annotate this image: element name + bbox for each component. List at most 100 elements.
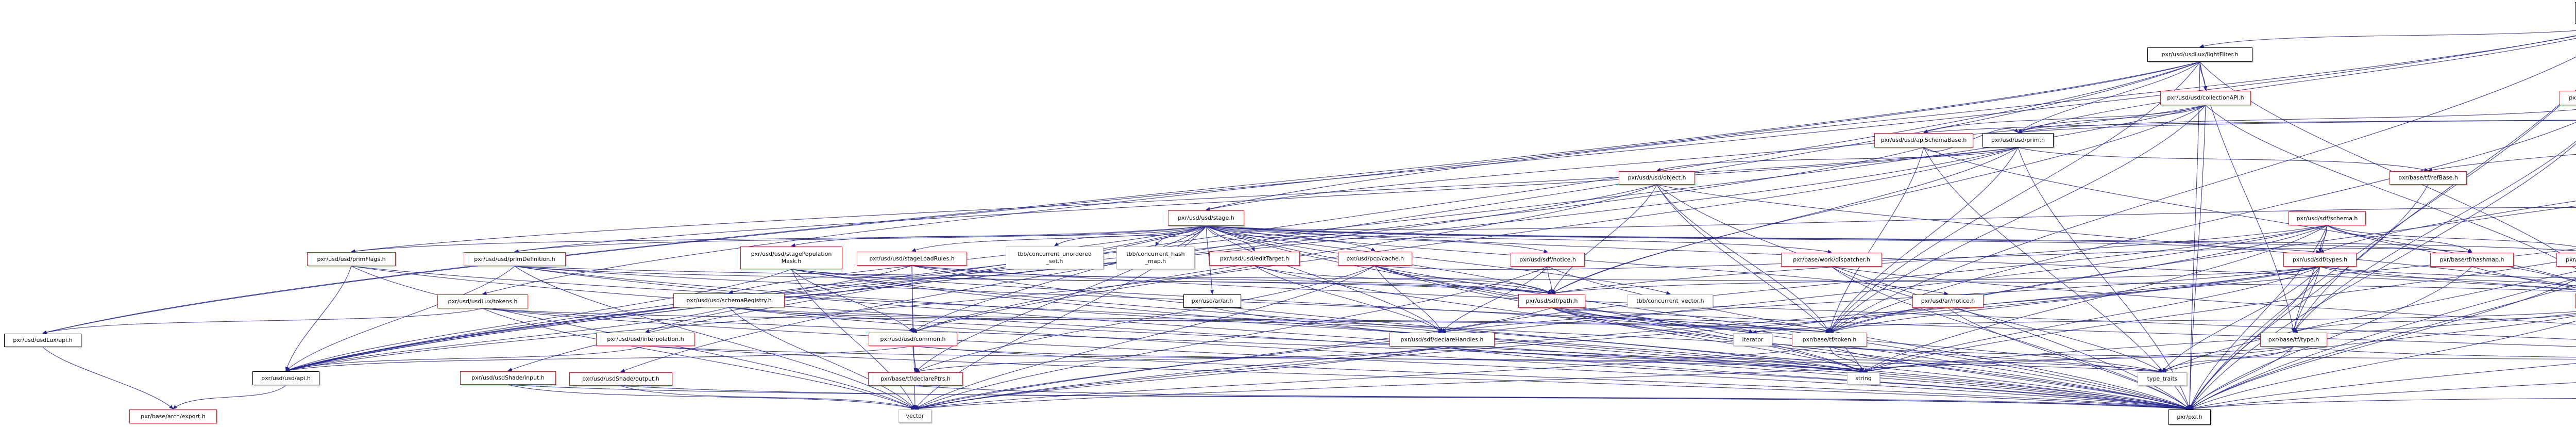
graph-node-declareHandles[interactable]: pxr/usd/sdf/declareHandles.h	[1389, 333, 1495, 347]
include-edge-trace-pxrH	[2189, 285, 2576, 409]
graph-node-iterator: iterator	[1733, 333, 1772, 346]
graph-node-workDispatcher[interactable]: pxr/base/work/dispatcher.h	[1781, 253, 1882, 267]
include-edge-stage-workDispatcher	[1206, 225, 1832, 254]
include-edge-sdfNotice-vector	[914, 266, 1548, 409]
graph-node-object[interactable]: pxr/usd/usd/object.h	[1619, 171, 1695, 185]
include-edge-sdfSchema-sdfPath	[1551, 225, 2328, 295]
include-edge-trace-vector	[914, 248, 2576, 410]
include-edge-nodeDefAPI-refBase	[2428, 154, 2576, 172]
graph-node-refBase[interactable]: pxr/base/tf/refBase.h	[2389, 171, 2467, 185]
graph-node-sdfPath[interactable]: pxr/usd/sdf/path.h	[1518, 294, 1585, 308]
include-edge-nodeDefAPI-prim	[2018, 120, 2576, 134]
graph-node-arAr[interactable]: pxr/usd/ar/ar.h	[1183, 294, 1241, 308]
include-edge-stage-sdfNotice	[1206, 225, 1548, 253]
graph-node-pxrH[interactable]: pxr/pxr.h	[2168, 409, 2211, 425]
include-edge-collectionAPI-tfToken	[1829, 105, 2206, 333]
graph-node-editTarget[interactable]: pxr/usd/usd/editTarget.h	[1209, 252, 1300, 266]
graph-node-stdString: string	[1847, 372, 1880, 385]
include-edge-vtValue-pxrH	[2189, 320, 2576, 409]
include-edge-workDispatcher-pxrH	[1831, 266, 2190, 409]
include-edge-sdfSchema-sdfTypes	[2318, 225, 2328, 253]
include-edge-interpolation-usdApi	[285, 346, 646, 372]
graph-node-vector: vector	[899, 409, 931, 423]
include-edge-sdfPath-pxrH	[1551, 307, 2190, 410]
graph-node-stageLoadRules[interactable]: pxr/usd/usd/stageLoadRules.h	[857, 252, 967, 266]
include-edge-sdfTypes-vector	[914, 266, 2320, 410]
graph-node-pcpCache[interactable]: pxr/usd/pcp/cache.h	[1338, 252, 1412, 266]
include-edge-xformable-prim	[2018, 109, 2576, 134]
include-edge-apiSchemaBase-usdApi	[285, 147, 1924, 372]
include-edge-stage-tfHashmap	[1206, 225, 2472, 254]
graph-node-usdCommon[interactable]: pxr/usd/usd/common.h	[869, 333, 957, 346]
include-edge-schemaRegistry-pxrH	[728, 307, 2190, 410]
graph-node-luxTokens[interactable]: pxr/usd/usdLux/tokens.h	[437, 294, 528, 308]
include-edge-object-usdApi	[285, 184, 1657, 372]
graph-node-tfToken[interactable]: pxr/base/tf/token.h	[1792, 333, 1867, 347]
graph-node-stage[interactable]: pxr/usd/usd/stage.h	[1168, 210, 1244, 226]
include-edge-interpolation-pxrH	[645, 346, 2190, 410]
graph-node-apiSchemaBase[interactable]: pxr/usd/usd/apiSchemaBase.h	[1874, 133, 1973, 147]
include-edge-pcpCache-pxrH	[1375, 265, 2190, 409]
include-edge-declarePtrs-pxrH	[915, 385, 2190, 411]
include-edge-shadeInput-vector	[507, 384, 916, 410]
include-edge-apiSchemaBase-tfToken	[1828, 147, 1924, 333]
include-edge-editTarget-usdApi	[285, 265, 1255, 372]
include-edge-tfHash-pxrH	[2189, 398, 2576, 410]
graph-node-collectionAPI[interactable]: pxr/usd/usd/collectionAPI.h	[2160, 91, 2251, 105]
include-edge-sdfTypes-typeTraits	[2162, 266, 2320, 372]
graph-node-xformable[interactable]: pxr/usd/usdGeom/xformable.h	[2560, 91, 2576, 105]
include-edge-sdfNotice-declareHandles	[1442, 266, 1548, 333]
include-edge-tfType-pxrH	[2189, 346, 2294, 409]
graph-node-luxApi[interactable]: pxr/usd/usdLux/api.h	[4, 334, 81, 347]
include-edge-sdfSchema-tfWeakBase	[2327, 225, 2576, 247]
include-edge-prim-sdfPath	[1551, 147, 2019, 294]
include-edge-stageLoadRules-usdApi	[285, 265, 912, 372]
include-edge-sdfTypes-gfVec3d	[2319, 266, 2576, 290]
include-edge-stage-declareHandles	[1206, 225, 1443, 333]
include-edge-tfHashmap-pxrH	[2189, 266, 2472, 409]
include-edge-sdfPath-tfToken	[1551, 307, 1830, 333]
include-edge-trace-typeTraits	[2162, 271, 2576, 372]
graph-node-tbbSet: tbb/concurrent_unordered _set.h	[1006, 247, 1104, 269]
include-edge-stage-tbbVector	[1206, 225, 1671, 295]
graph-node-typeTraits: type_traits	[2138, 372, 2187, 386]
graph-node-primDefinition[interactable]: pxr/usd/usd/primDefinition.h	[464, 252, 566, 266]
graph-node-primFlags[interactable]: pxr/usd/usd/primFlags.h	[307, 252, 396, 266]
graph-node-arNotice[interactable]: pxr/usd/ar/notice.h	[1912, 294, 1984, 308]
include-edge-sdfSchema-vector	[914, 225, 2328, 410]
graph-node-sdfTypes[interactable]: pxr/usd/sdf/types.h	[2283, 253, 2357, 267]
graph-node-interpolation[interactable]: pxr/usd/usd/interpolation.h	[596, 333, 695, 346]
graph-node-tfHashmap[interactable]: pxr/base/tf/hashmap.h	[2430, 253, 2514, 267]
include-edge-tfToken-stdString	[1829, 346, 1864, 372]
graph-node-tfType[interactable]: pxr/base/tf/type.h	[2260, 333, 2327, 347]
include-edge-declareHandles-vector	[914, 346, 1443, 410]
include-edge-prim-primDefinition	[514, 147, 2019, 253]
include-edge-stage-sdfTypes	[1206, 225, 2320, 254]
graph-node-stagePopMask[interactable]: pxr/usd/usd/stagePopulation Mask.h	[740, 247, 842, 269]
include-edge-gfVec3d-pxrH	[2189, 382, 2576, 410]
include-edge-shadeOutput-pxrH	[620, 385, 2190, 411]
include-edge-tfToken-vector	[914, 346, 1830, 410]
include-edge-root-lightFilter	[2199, 30, 2576, 48]
include-edge-arNotice-pxrH	[1947, 307, 2190, 409]
graph-node-schemaRegistry[interactable]: pxr/usd/usd/schemaRegistry.h	[673, 293, 785, 307]
graph-node-shadeInput[interactable]: pxr/usd/usdShade/input.h	[460, 371, 556, 385]
graph-node-prim[interactable]: pxr/usd/usd/prim.h	[1982, 133, 2054, 147]
include-edge-tfToken-pxrH	[1829, 346, 2190, 410]
graph-node-archExport[interactable]: pxr/base/arch/export.h	[129, 409, 217, 423]
graph-node-sdfNotice[interactable]: pxr/usd/sdf/notice.h	[1511, 253, 1585, 267]
graph-node-sdfSchema[interactable]: pxr/usd/sdf/schema.h	[2289, 211, 2366, 225]
include-edge-root-tfToken	[1829, 56, 2576, 333]
graph-node-lightFilter[interactable]: pxr/usd/usdLux/lightFilter.h	[2147, 47, 2252, 62]
graph-node-tfWeakBase[interactable]: pxr/base/tf/weakBase.h	[2556, 253, 2576, 267]
include-edge-trace-stdString	[1863, 258, 2576, 373]
include-edge-luxTokens-vector	[482, 308, 916, 409]
include-edge-stage-primFlags	[351, 225, 1207, 253]
graph-node-declarePtrs[interactable]: pxr/base/tf/declarePtrs.h	[868, 372, 963, 386]
include-edge-vtValue-iterator	[1752, 311, 2576, 334]
graph-node-shadeOutput[interactable]: pxr/usd/usdShade/output.h	[569, 372, 672, 386]
include-edge-sdfTypes-tfToken	[1829, 266, 2320, 333]
graph-node-usdApi[interactable]: pxr/usd/usd/api.h	[252, 371, 319, 385]
include-edge-object-sdfPath	[1551, 184, 1657, 294]
